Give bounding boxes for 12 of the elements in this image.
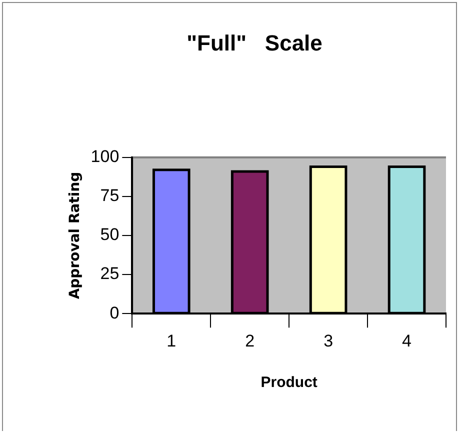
y-tick-label: 0 <box>110 303 120 322</box>
x-axis-title: Product <box>260 374 318 392</box>
y-tick-label: 25 <box>100 264 120 284</box>
x-tick-label: 4 <box>402 331 412 350</box>
y-axis-title: Approval Rating <box>67 172 84 300</box>
y-tick-label: 100 <box>90 147 120 166</box>
y-tick-label: 50 <box>100 225 120 244</box>
chart-title: "Full" Scale <box>186 30 322 56</box>
y-tick-label: 75 <box>100 186 120 206</box>
x-tick-label: 2 <box>245 331 255 350</box>
x-tick-label: 3 <box>324 331 334 350</box>
x-tick-label: 1 <box>166 331 176 350</box>
